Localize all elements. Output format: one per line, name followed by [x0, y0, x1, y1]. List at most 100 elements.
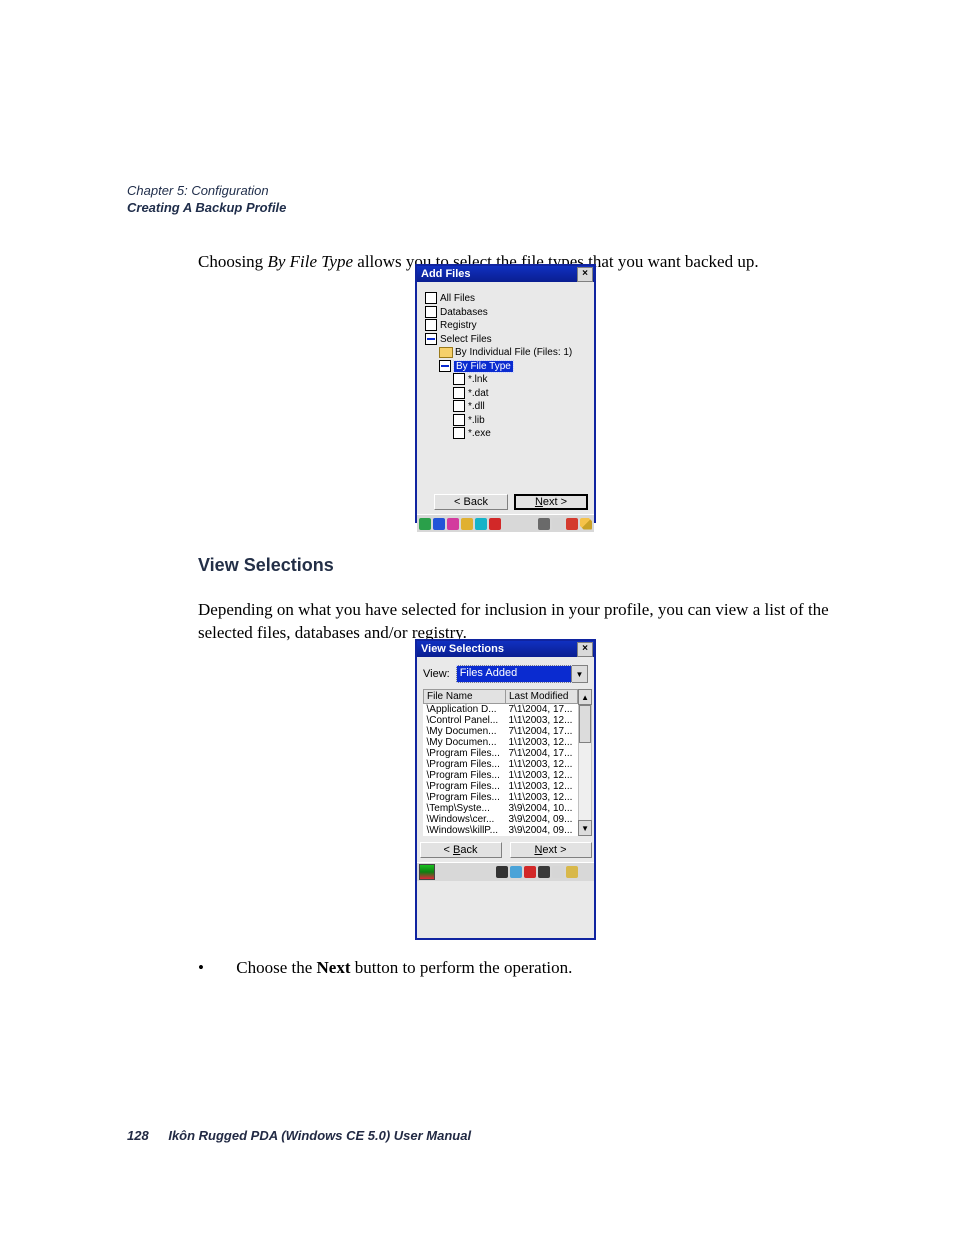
table-row[interactable]: \Windows\cer...3\9\2004, 09...	[424, 814, 578, 825]
checkbox-icon[interactable]	[453, 427, 465, 439]
checkbox-minus-icon[interactable]	[425, 333, 437, 345]
scrollbar[interactable]: ▲ ▼	[578, 689, 592, 836]
checkbox-icon[interactable]	[425, 306, 437, 318]
table-row[interactable]: \Application D...7\1\2004, 17...	[424, 704, 578, 716]
tree-item-selectfiles[interactable]: Select Files	[425, 333, 588, 347]
cell-lastmodified: 3\9\2004, 09...	[505, 825, 577, 836]
col-lastmodified[interactable]: Last Modified	[505, 690, 577, 704]
col-filename[interactable]: File Name	[424, 690, 506, 704]
cell-filename: \Program Files...	[424, 759, 506, 770]
tray-icon[interactable]	[419, 518, 431, 530]
tray-icon[interactable]	[461, 518, 473, 530]
tray-icon[interactable]	[510, 866, 522, 878]
checkbox-minus-icon[interactable]	[439, 360, 451, 372]
next-button[interactable]: Next >	[514, 494, 588, 510]
cell-lastmodified: 1\1\2003, 12...	[505, 715, 577, 726]
checkbox-icon[interactable]	[453, 414, 465, 426]
text: Choose the	[236, 958, 316, 977]
tray-icon[interactable]	[552, 518, 564, 530]
cell-lastmodified: 3\9\2004, 10...	[505, 803, 577, 814]
tray-icon[interactable]	[552, 866, 564, 878]
table-row[interactable]: \Control Panel...1\1\2003, 12...	[424, 715, 578, 726]
page: Chapter 5: Configuration Creating A Back…	[0, 0, 954, 1235]
label: *.lib	[468, 415, 485, 426]
checkbox-icon[interactable]	[453, 400, 465, 412]
cell-filename: \Program Files...	[424, 792, 506, 803]
table-row[interactable]: \Program Files...1\1\2003, 12...	[424, 792, 578, 803]
label: By Individual File (Files: 1)	[455, 347, 572, 358]
files-table[interactable]: File Name Last Modified \Application D..…	[423, 689, 578, 836]
tree-item-byfiletype[interactable]: By File Type	[439, 360, 588, 374]
tree-item-ext[interactable]: *.lib	[453, 414, 588, 428]
chevron-down-icon[interactable]: ▼	[571, 666, 587, 682]
combo-value: Files Added	[457, 666, 571, 682]
tree-item-registry[interactable]: Registry	[425, 319, 588, 333]
text: Choosing	[198, 252, 267, 271]
tray-icon[interactable]	[538, 866, 550, 878]
start-icon[interactable]	[419, 864, 435, 880]
label: *.dat	[468, 388, 489, 399]
tray-icon[interactable]	[566, 518, 578, 530]
scroll-thumb[interactable]	[579, 705, 591, 743]
tree-item-ext[interactable]: *.lnk	[453, 373, 588, 387]
bullet-choose-next: • Choose the Next button to perform the …	[198, 958, 830, 978]
file-tree[interactable]: All Files Databases Registry Select File…	[425, 292, 588, 441]
cell-lastmodified: 7\1\2004, 17...	[505, 748, 577, 759]
tree-item-allfiles[interactable]: All Files	[425, 292, 588, 306]
taskbar-left-icons	[419, 518, 501, 530]
titlebar[interactable]: Add Files ×	[417, 266, 594, 282]
table-row[interactable]: \Program Files...7\1\2004, 17...	[424, 748, 578, 759]
next-button[interactable]: Next >	[510, 842, 592, 858]
table-row[interactable]: \Program Files...1\1\2003, 12...	[424, 781, 578, 792]
checkbox-icon[interactable]	[425, 292, 437, 304]
tree-item-ext[interactable]: *.exe	[453, 427, 588, 441]
cell-filename: \Temp\Syste...	[424, 803, 506, 814]
view-combobox[interactable]: Files Added ▼	[456, 665, 588, 683]
pencil-icon[interactable]	[580, 518, 592, 530]
back-button[interactable]: < Back	[420, 842, 502, 858]
back-button[interactable]: < Back	[434, 494, 508, 510]
tray-icon[interactable]	[496, 866, 508, 878]
close-icon[interactable]: ×	[577, 267, 593, 282]
tray-icon[interactable]	[489, 518, 501, 530]
scroll-up-icon[interactable]: ▲	[578, 689, 592, 705]
window-body: All Files Databases Registry Select File…	[417, 282, 594, 492]
table-row[interactable]: \Windows\killP...3\9\2004, 09...	[424, 825, 578, 836]
checkbox-icon[interactable]	[425, 319, 437, 331]
table-row[interactable]: \My Documen...1\1\2003, 12...	[424, 737, 578, 748]
taskbar-right-icons	[538, 518, 592, 530]
tray-icon[interactable]	[433, 518, 445, 530]
tray-icon[interactable]	[447, 518, 459, 530]
pencil-icon[interactable]	[580, 866, 592, 878]
label: Registry	[440, 320, 477, 331]
folder-icon	[439, 347, 453, 358]
window-title: View Selections	[421, 643, 504, 655]
titlebar[interactable]: View Selections ×	[417, 641, 594, 657]
checkbox-icon[interactable]	[453, 373, 465, 385]
tree-item-ext[interactable]: *.dll	[453, 400, 588, 414]
scroll-track[interactable]	[578, 705, 592, 820]
table-row[interactable]: \Temp\Syste...3\9\2004, 10...	[424, 803, 578, 814]
tray-icon[interactable]	[524, 866, 536, 878]
grid-wrap: File Name Last Modified \Application D..…	[423, 689, 592, 836]
table-row[interactable]: \My Documen...7\1\2004, 17...	[424, 726, 578, 737]
text: ack	[460, 844, 477, 856]
label-selected: By File Type	[454, 361, 513, 372]
cell-filename: \Control Panel...	[424, 715, 506, 726]
cell-filename: \My Documen...	[424, 726, 506, 737]
cell-lastmodified: 1\1\2003, 12...	[505, 770, 577, 781]
tray-icon[interactable]	[475, 518, 487, 530]
tray-icon[interactable]	[538, 518, 550, 530]
tree-item-databases[interactable]: Databases	[425, 306, 588, 320]
emphasis: By File Type	[267, 252, 353, 271]
tree-item-ext[interactable]: *.dat	[453, 387, 588, 401]
text: <	[444, 844, 453, 856]
button-bar: < Back Next >	[417, 492, 594, 514]
scroll-down-icon[interactable]: ▼	[578, 820, 592, 836]
checkbox-icon[interactable]	[453, 387, 465, 399]
tree-item-byindividual[interactable]: By Individual File (Files: 1)	[439, 346, 588, 360]
table-row[interactable]: \Program Files...1\1\2003, 12...	[424, 770, 578, 781]
tray-icon[interactable]	[566, 866, 578, 878]
table-row[interactable]: \Program Files...1\1\2003, 12...	[424, 759, 578, 770]
close-icon[interactable]: ×	[577, 642, 593, 657]
